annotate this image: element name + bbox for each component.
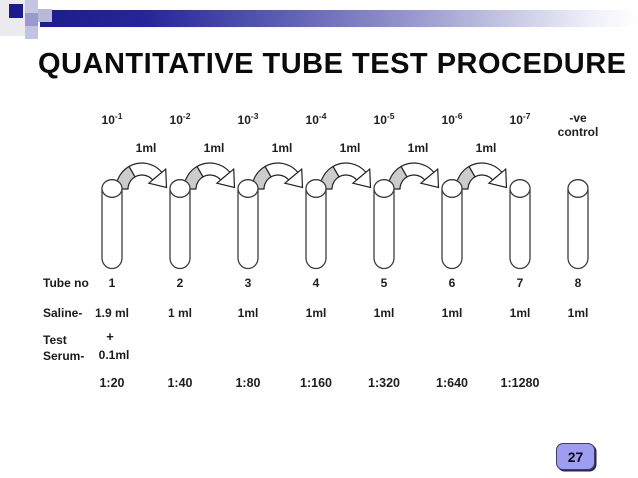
- test-tube-7: [509, 179, 531, 270]
- test-serum-row-label: Test Serum-: [43, 333, 85, 363]
- tube-number: 2: [176, 276, 184, 290]
- titer-value: 1:640: [436, 376, 468, 390]
- titer-value: 1:320: [368, 376, 400, 390]
- transfer-volume-5: 1ml: [407, 141, 429, 155]
- dilution-label-4: 10-4: [305, 111, 327, 127]
- tube-number: 7: [516, 276, 524, 290]
- titer-value: 1:1280: [500, 376, 540, 390]
- transfer-volume-4: 1ml: [339, 141, 361, 155]
- test-tube-3: [237, 179, 259, 270]
- deco-square-lower: [25, 26, 38, 39]
- saline-volume: 1ml: [509, 306, 531, 320]
- test-tube-8: [567, 179, 589, 270]
- saline-volume: 1ml: [305, 306, 327, 320]
- tube-number: 3: [244, 276, 252, 290]
- deco-square-medium: [25, 13, 38, 26]
- plus-sign: +: [106, 329, 114, 344]
- test-tube-4: [305, 179, 327, 270]
- saline-volume: 1ml: [373, 306, 395, 320]
- saline-volume: 1.9 ml: [94, 306, 130, 320]
- saline-volume: 1ml: [567, 306, 589, 320]
- deco-gradient-bar: [40, 10, 638, 27]
- tube-number: 1: [108, 276, 116, 290]
- test-tube-6: [441, 179, 463, 270]
- deco-square-lavender: [25, 0, 38, 13]
- transfer-volume-1: 1ml: [135, 141, 157, 155]
- transfer-volume-2: 1ml: [203, 141, 225, 155]
- test-tube-2: [169, 179, 191, 270]
- transfer-volume-3: 1ml: [271, 141, 293, 155]
- tube-no-row-label: Tube no: [43, 276, 89, 290]
- tube-number: 8: [574, 276, 582, 290]
- titer-value: 1:20: [99, 376, 125, 390]
- tube-number: 4: [312, 276, 320, 290]
- dilution-label-3: 10-3: [237, 111, 259, 127]
- dilution-label-2: 10-2: [169, 111, 191, 127]
- saline-row-label: Saline-: [43, 306, 83, 320]
- page-number: 27: [567, 448, 584, 465]
- test-serum-volume: 0.1ml: [98, 348, 130, 362]
- titer-value: 1:40: [167, 376, 193, 390]
- deco-square-overlap: [38, 9, 52, 22]
- tube-number: 6: [448, 276, 456, 290]
- dilution-label-1: 10-1: [101, 111, 123, 127]
- dilution-label-6: 10-6: [441, 111, 463, 127]
- test-tube-5: [373, 179, 395, 270]
- dilution-label-7: 10-7: [509, 111, 531, 127]
- transfer-volume-6: 1ml: [475, 141, 497, 155]
- transfer-arrow-icon: [183, 162, 236, 190]
- test-tube-1: [101, 179, 123, 270]
- dilution-label-5: 10-5: [373, 111, 395, 127]
- saline-volume: 1ml: [237, 306, 259, 320]
- titer-value: 1:160: [300, 376, 332, 390]
- titer-value: 1:80: [235, 376, 261, 390]
- page-number-badge: 27: [556, 443, 595, 470]
- page-title: QUANTITATIVE TUBE TEST PROCEDURE: [38, 48, 627, 80]
- tube-number: 5: [380, 276, 388, 290]
- saline-volume: 1ml: [441, 306, 463, 320]
- saline-volume: 1 ml: [167, 306, 192, 320]
- deco-square-navy: [9, 4, 23, 18]
- negative-control-label: -ve control: [557, 111, 599, 139]
